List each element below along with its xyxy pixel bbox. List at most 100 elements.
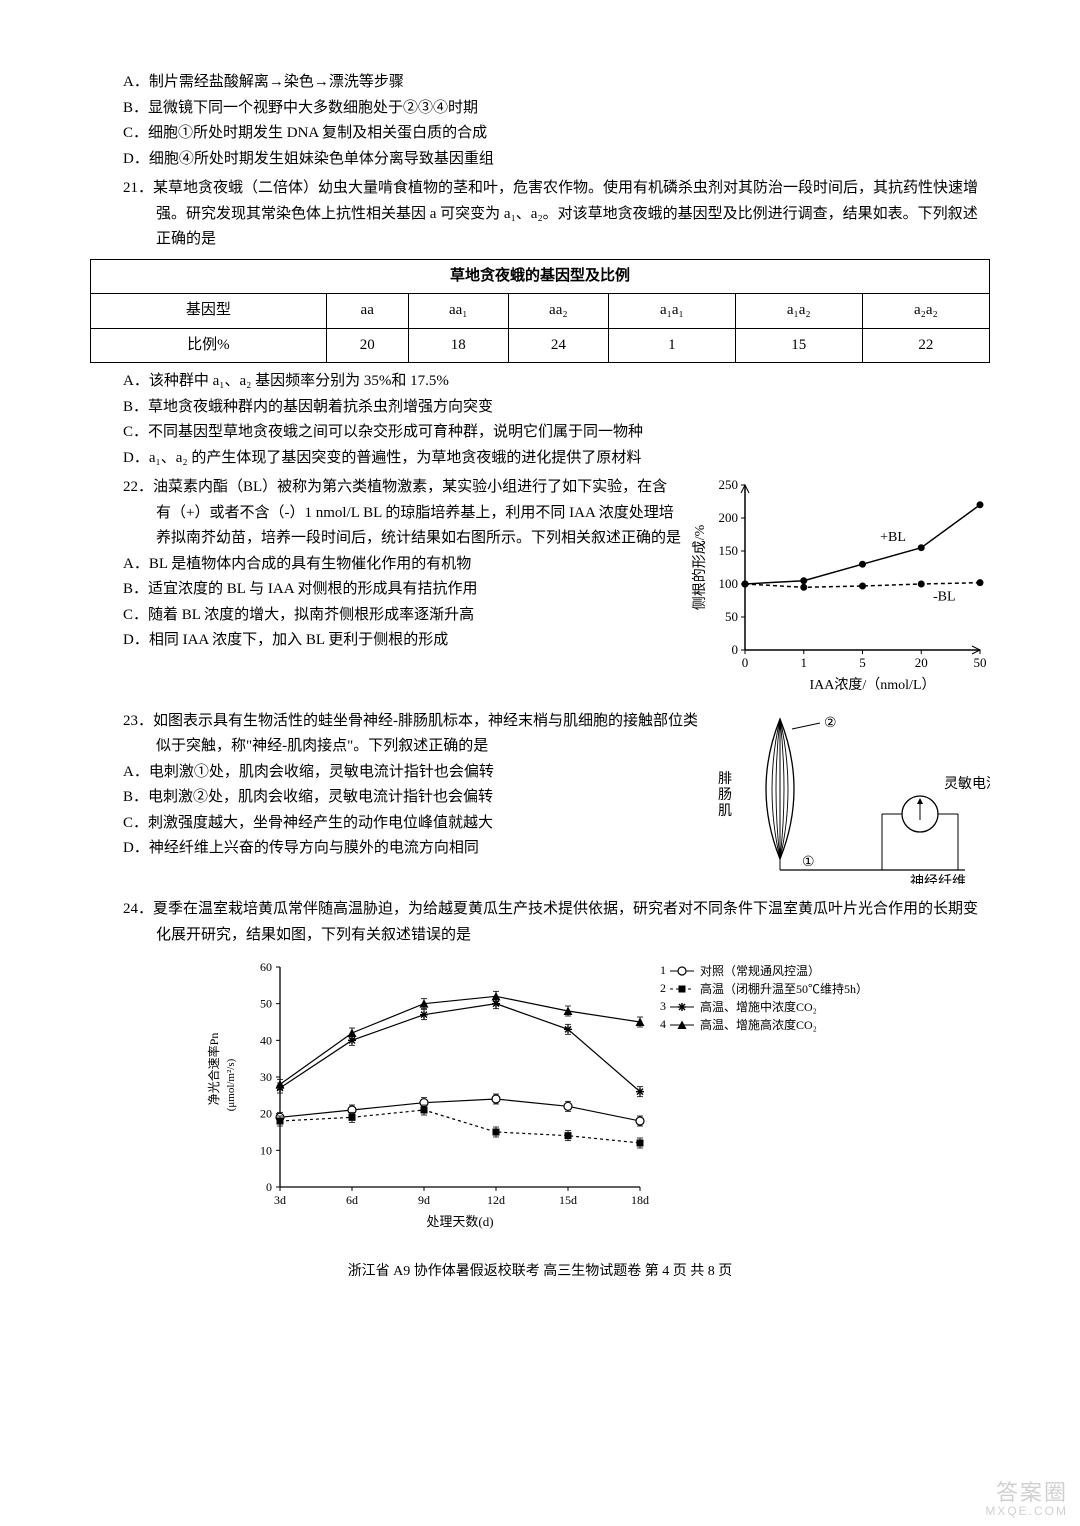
svg-text:6d: 6d — [346, 1193, 358, 1207]
svg-text:150: 150 — [719, 543, 739, 558]
svg-text:200: 200 — [719, 510, 739, 525]
q24-stem: 24．夏季在温室栽培黄瓜常伴随高温胁迫，为给越夏黄瓜生产技术提供依据，研究者对不… — [123, 897, 990, 948]
watermark: 答案圈 MXQE.COM — [985, 1481, 1068, 1518]
svg-text:高温、增施中浓度CO₂: 高温、增施中浓度CO₂ — [700, 999, 817, 1014]
svg-text:3d: 3d — [274, 1193, 286, 1207]
q23-opt-b: B．电刺激②处，肌肉会收缩，灵敏电流计指针也会偏转 — [123, 785, 702, 811]
svg-text:(μmol/m²/s): (μmol/m²/s) — [225, 1058, 237, 1111]
th3: aa₂ — [508, 294, 608, 329]
svg-text:3: 3 — [660, 999, 666, 1013]
q24-stem-text: 夏季在温室栽培黄瓜常伴随高温胁迫，为给越夏黄瓜生产技术提供依据，研究者对不同条件… — [153, 901, 978, 943]
q22-num: 22． — [123, 479, 153, 495]
q21-table: 草地贪夜蛾的基因型及比例 基因型 aa aa₁ aa₂ a₁a₁ a₁a₂ a₂… — [90, 259, 990, 364]
svg-text:5: 5 — [859, 655, 866, 670]
q21-stem-text: 某草地贪夜蛾（二倍体）幼虫大量啃食植物的茎和叶，危害农作物。使用有机磷杀虫剂对其… — [153, 180, 978, 247]
q23-num: 23． — [123, 713, 153, 729]
svg-text:灵敏电流计: 灵敏电流计 — [944, 776, 990, 792]
q22-opt-d: D．相同 IAA 浓度下，加入 BL 更利于侧根的形成 — [123, 628, 682, 654]
svg-text:50: 50 — [725, 609, 738, 624]
q23: 23．如图表示具有生物活性的蛙坐骨神经-腓肠肌标本，神经末梢与肌细胞的接触部位类… — [90, 709, 990, 894]
q20-options: A．制片需经盐酸解离→染色→漂洗等步骤 B．显微镜下同一个视野中大多数细胞处于②… — [123, 70, 990, 172]
watermark-l1: 答案圈 — [985, 1481, 1068, 1505]
q21-opt-a: A．该种群中 a₁、a₂ 基因频率分别为 35%和 17.5% — [123, 369, 990, 395]
svg-text:1: 1 — [660, 963, 666, 977]
svg-text:②: ② — [824, 716, 837, 731]
svg-text:30: 30 — [260, 1070, 272, 1084]
q22: 22．油菜素内酯（BL）被称为第六类植物激素，某实验小组进行了如下实验，在含有（… — [90, 475, 990, 705]
v5: 22 — [862, 328, 989, 363]
v0: 20 — [326, 328, 408, 363]
q21-num: 21． — [123, 180, 153, 196]
svg-text:60: 60 — [260, 960, 272, 974]
svg-text:0: 0 — [266, 1180, 272, 1194]
v1: 18 — [408, 328, 508, 363]
v4: 15 — [735, 328, 862, 363]
svg-text:250: 250 — [719, 477, 739, 492]
q20-opt-c: C．细胞①所处时期发生 DNA 复制及相关蛋白质的合成 — [123, 121, 990, 147]
q22-opt-b: B．适宜浓度的 BL 与 IAA 对侧根的形成具有拮抗作用 — [123, 577, 682, 603]
svg-text:15d: 15d — [559, 1193, 577, 1207]
q22-chart: 0501001502002500152050+BL-BLIAA浓度/（nmol/… — [690, 475, 990, 705]
svg-text:4: 4 — [660, 1017, 666, 1031]
q22-stem: 22．油菜素内酯（BL）被称为第六类植物激素，某实验小组进行了如下实验，在含有（… — [123, 475, 682, 552]
watermark-l2: MXQE.COM — [985, 1505, 1068, 1518]
svg-text:IAA浓度/（nmol/L）: IAA浓度/（nmol/L） — [810, 677, 936, 693]
svg-text:50: 50 — [260, 997, 272, 1011]
q22-opt-a: A．BL 是植物体内合成的具有生物催化作用的有机物 — [123, 552, 682, 578]
q22-opt-c: C．随着 BL 浓度的增大，拟南芥侧根形成率逐渐升高 — [123, 603, 682, 629]
svg-text:侧根的形成/%: 侧根的形成/% — [692, 524, 708, 610]
svg-text:腓: 腓 — [718, 771, 732, 787]
th2: aa₁ — [408, 294, 508, 329]
q23-opt-d: D．神经纤维上兴奋的传导方向与膜外的电流方向相同 — [123, 836, 702, 862]
svg-text:处理天数(d): 处理天数(d) — [426, 1214, 493, 1229]
q21: 21．某草地贪夜蛾（二倍体）幼虫大量啃食植物的茎和叶，危害农作物。使用有机磷杀虫… — [90, 176, 990, 471]
q23-opt-c: C．刺激强度越大，坐骨神经产生的动作电位峰值就越大 — [123, 811, 702, 837]
svg-text:-BL: -BL — [933, 590, 956, 605]
q21-opt-d: D．a₁、a₂ 的产生体现了基因突变的普遍性，为草地贪夜蛾的进化提供了原材料 — [123, 446, 990, 472]
svg-text:20: 20 — [915, 655, 928, 670]
q21-table-head-row: 基因型 aa aa₁ aa₂ a₁a₁ a₁a₂ a₂a₂ — [91, 294, 990, 329]
svg-text:2: 2 — [660, 981, 666, 995]
q23-options: A．电刺激①处，肌肉会收缩，灵敏电流计指针也会偏转 B．电刺激②处，肌肉会收缩，… — [123, 760, 702, 862]
svg-text:20: 20 — [260, 1107, 272, 1121]
th5: a₁a₂ — [735, 294, 862, 329]
svg-text:净光合速率Pn: 净光合速率Pn — [206, 1033, 221, 1106]
svg-text:高温（闭棚升温至50℃维持5h）: 高温（闭棚升温至50℃维持5h） — [700, 981, 868, 996]
q21-table-title: 草地贪夜蛾的基因型及比例 — [91, 259, 990, 294]
th4: a₁a₁ — [608, 294, 735, 329]
svg-text:9d: 9d — [418, 1193, 430, 1207]
q21-opt-c: C．不同基因型草地贪夜蛾之间可以杂交形成可育种群，说明它们属于同一物种 — [123, 420, 990, 446]
svg-text:神经纤维: 神经纤维 — [910, 874, 966, 884]
th1: aa — [326, 294, 408, 329]
q24: 24．夏季在温室栽培黄瓜常伴随高温胁迫，为给越夏黄瓜生产技术提供依据，研究者对不… — [90, 897, 990, 1232]
svg-text:高温、增施高浓度CO₂: 高温、增施高浓度CO₂ — [700, 1017, 817, 1032]
page-footer: 浙江省 A9 协作体暑假返校联考 高三生物试题卷 第 4 页 共 8 页 — [90, 1260, 990, 1284]
svg-text:40: 40 — [260, 1033, 272, 1047]
svg-text:50: 50 — [974, 655, 987, 670]
v2: 24 — [508, 328, 608, 363]
svg-text:100: 100 — [719, 576, 739, 591]
svg-text:10: 10 — [260, 1143, 272, 1157]
svg-text:肠: 肠 — [718, 787, 732, 803]
q20-opt-d: D．细胞④所处时期发生姐妹染色单体分离导致基因重组 — [123, 147, 990, 173]
svg-text:0: 0 — [742, 655, 749, 670]
q23-stem-text: 如图表示具有生物活性的蛙坐骨神经-腓肠肌标本，神经末梢与肌细胞的接触部位类似于突… — [153, 713, 698, 755]
rl: 比例% — [91, 328, 327, 363]
q24-num: 24． — [123, 901, 153, 917]
q23-stem: 23．如图表示具有生物活性的蛙坐骨神经-腓肠肌标本，神经末梢与肌细胞的接触部位类… — [123, 709, 702, 760]
svg-text:18d: 18d — [631, 1193, 649, 1207]
svg-text:①: ① — [802, 855, 815, 870]
q21-stem: 21．某草地贪夜蛾（二倍体）幼虫大量啃食植物的茎和叶，危害农作物。使用有机磷杀虫… — [123, 176, 990, 253]
svg-text:1: 1 — [801, 655, 808, 670]
th6: a₂a₂ — [862, 294, 989, 329]
q23-diagram: ②腓肠肌①灵敏电流计神经纤维 — [710, 709, 990, 894]
q20-opt-b: B．显微镜下同一个视野中大多数细胞处于②③④时期 — [123, 96, 990, 122]
q22-options: A．BL 是植物体内合成的具有生物催化作用的有机物 B．适宜浓度的 BL 与 I… — [123, 552, 682, 654]
q22-chart-svg: 0501001502002500152050+BL-BLIAA浓度/（nmol/… — [690, 475, 990, 695]
svg-text:+BL: +BL — [880, 530, 906, 545]
q24-chart-svg: 0 10 20 30 40 50 60 3d 6d 9d 12d 15d 18d 处理天数(d) 净光合速率… — [190, 952, 890, 1232]
q23-opt-a: A．电刺激①处，肌肉会收缩，灵敏电流计指针也会偏转 — [123, 760, 702, 786]
th0: 基因型 — [91, 294, 327, 329]
q21-opt-b: B．草地贪夜蛾种群内的基因朝着抗杀虫剂增强方向突变 — [123, 395, 990, 421]
svg-text:12d: 12d — [487, 1193, 505, 1207]
